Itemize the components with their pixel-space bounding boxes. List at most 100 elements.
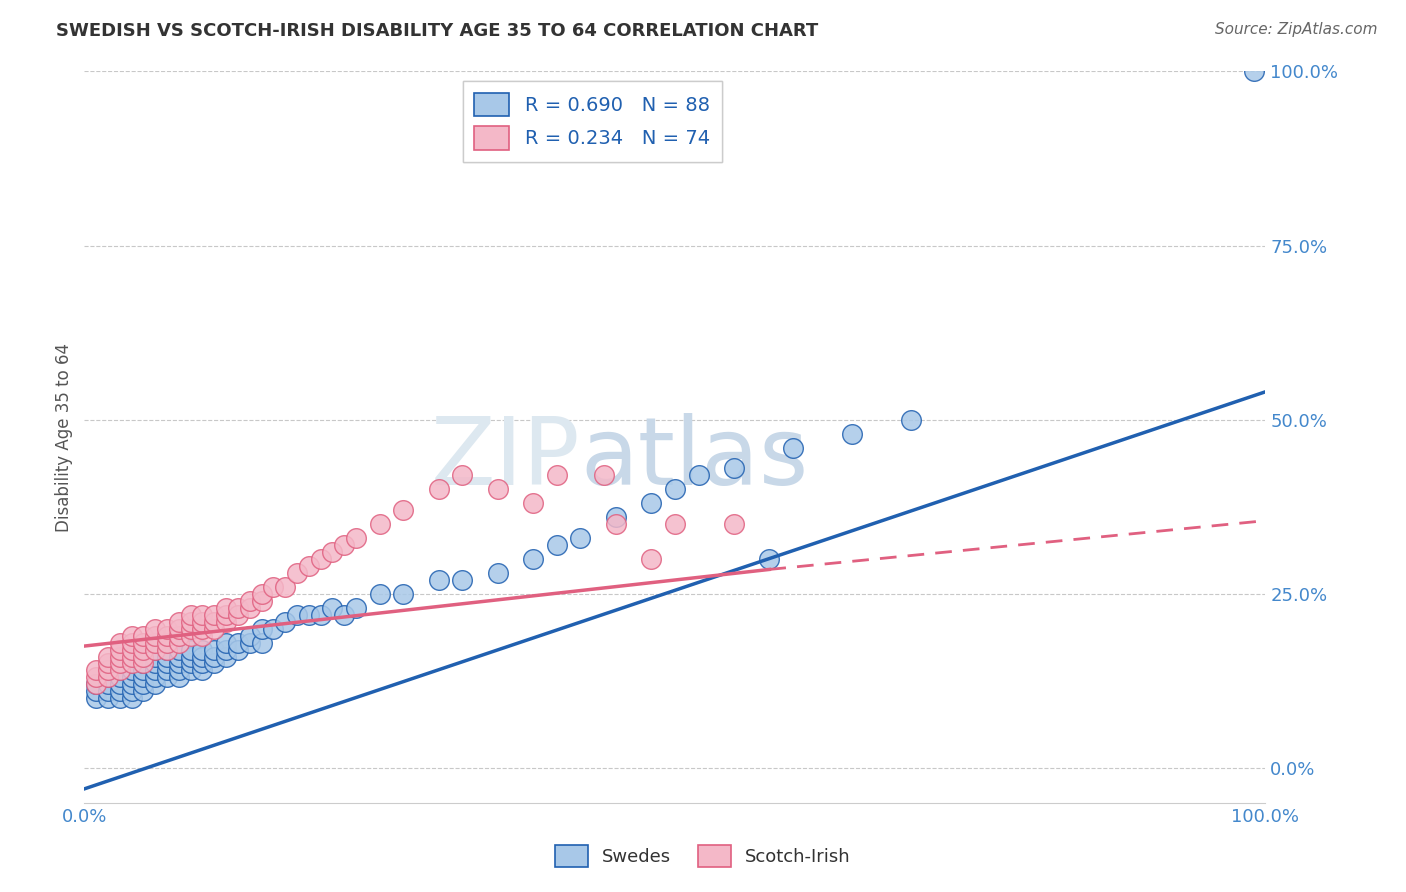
Point	[156, 657, 179, 671]
Point	[451, 468, 474, 483]
Point	[274, 615, 297, 629]
Point	[215, 649, 238, 664]
Point	[262, 580, 284, 594]
Point	[108, 670, 131, 684]
Point	[250, 594, 273, 608]
Point	[156, 664, 179, 678]
Point	[593, 468, 616, 483]
Point	[191, 622, 214, 636]
Point	[167, 670, 190, 684]
Point	[274, 580, 297, 594]
Point	[143, 642, 166, 657]
Point	[191, 657, 214, 671]
Point	[180, 657, 202, 671]
Point	[84, 670, 107, 684]
Point	[167, 629, 190, 643]
Point	[605, 510, 627, 524]
Point	[191, 629, 214, 643]
Point	[121, 657, 143, 671]
Point	[143, 677, 166, 691]
Point	[215, 642, 238, 657]
Point	[298, 607, 321, 622]
Point	[143, 670, 166, 684]
Point	[180, 642, 202, 657]
Point	[97, 664, 120, 678]
Point	[522, 496, 544, 510]
Point	[344, 531, 367, 545]
Point	[191, 607, 214, 622]
Point	[285, 566, 308, 580]
Point	[132, 657, 155, 671]
Point	[285, 607, 308, 622]
Point	[191, 642, 214, 657]
Point	[156, 635, 179, 649]
Point	[215, 600, 238, 615]
Point	[143, 657, 166, 671]
Point	[167, 649, 190, 664]
Point	[132, 635, 155, 649]
Point	[321, 600, 343, 615]
Point	[333, 607, 356, 622]
Legend: R = 0.690   N = 88, R = 0.234   N = 74: R = 0.690 N = 88, R = 0.234 N = 74	[463, 81, 721, 161]
Point	[121, 677, 143, 691]
Point	[723, 461, 745, 475]
Text: ZIP: ZIP	[430, 413, 581, 505]
Point	[156, 642, 179, 657]
Point	[108, 649, 131, 664]
Point	[226, 600, 249, 615]
Point	[97, 670, 120, 684]
Point	[97, 649, 120, 664]
Point	[202, 657, 225, 671]
Point	[108, 657, 131, 671]
Point	[368, 517, 391, 532]
Point	[143, 664, 166, 678]
Point	[202, 622, 225, 636]
Point	[900, 412, 922, 426]
Point	[97, 664, 120, 678]
Point	[121, 635, 143, 649]
Point	[143, 622, 166, 636]
Point	[309, 552, 332, 566]
Point	[132, 657, 155, 671]
Point	[664, 483, 686, 497]
Point	[156, 642, 179, 657]
Point	[132, 670, 155, 684]
Point	[84, 664, 107, 678]
Point	[121, 684, 143, 698]
Point	[167, 642, 190, 657]
Point	[392, 503, 415, 517]
Point	[191, 615, 214, 629]
Point	[97, 670, 120, 684]
Point	[121, 657, 143, 671]
Point	[143, 649, 166, 664]
Point	[121, 664, 143, 678]
Point	[108, 635, 131, 649]
Point	[368, 587, 391, 601]
Point	[215, 635, 238, 649]
Point	[226, 607, 249, 622]
Point	[156, 622, 179, 636]
Point	[167, 664, 190, 678]
Point	[640, 496, 662, 510]
Point	[132, 677, 155, 691]
Point	[84, 677, 107, 691]
Point	[215, 615, 238, 629]
Point	[97, 657, 120, 671]
Point	[392, 587, 415, 601]
Point	[132, 684, 155, 698]
Point	[344, 600, 367, 615]
Point	[132, 629, 155, 643]
Point	[108, 691, 131, 706]
Point	[143, 642, 166, 657]
Point	[191, 649, 214, 664]
Point	[202, 615, 225, 629]
Point	[121, 629, 143, 643]
Y-axis label: Disability Age 35 to 64: Disability Age 35 to 64	[55, 343, 73, 532]
Point	[108, 664, 131, 678]
Point	[156, 629, 179, 643]
Point	[132, 642, 155, 657]
Point	[84, 691, 107, 706]
Point	[262, 622, 284, 636]
Point	[143, 629, 166, 643]
Point	[180, 607, 202, 622]
